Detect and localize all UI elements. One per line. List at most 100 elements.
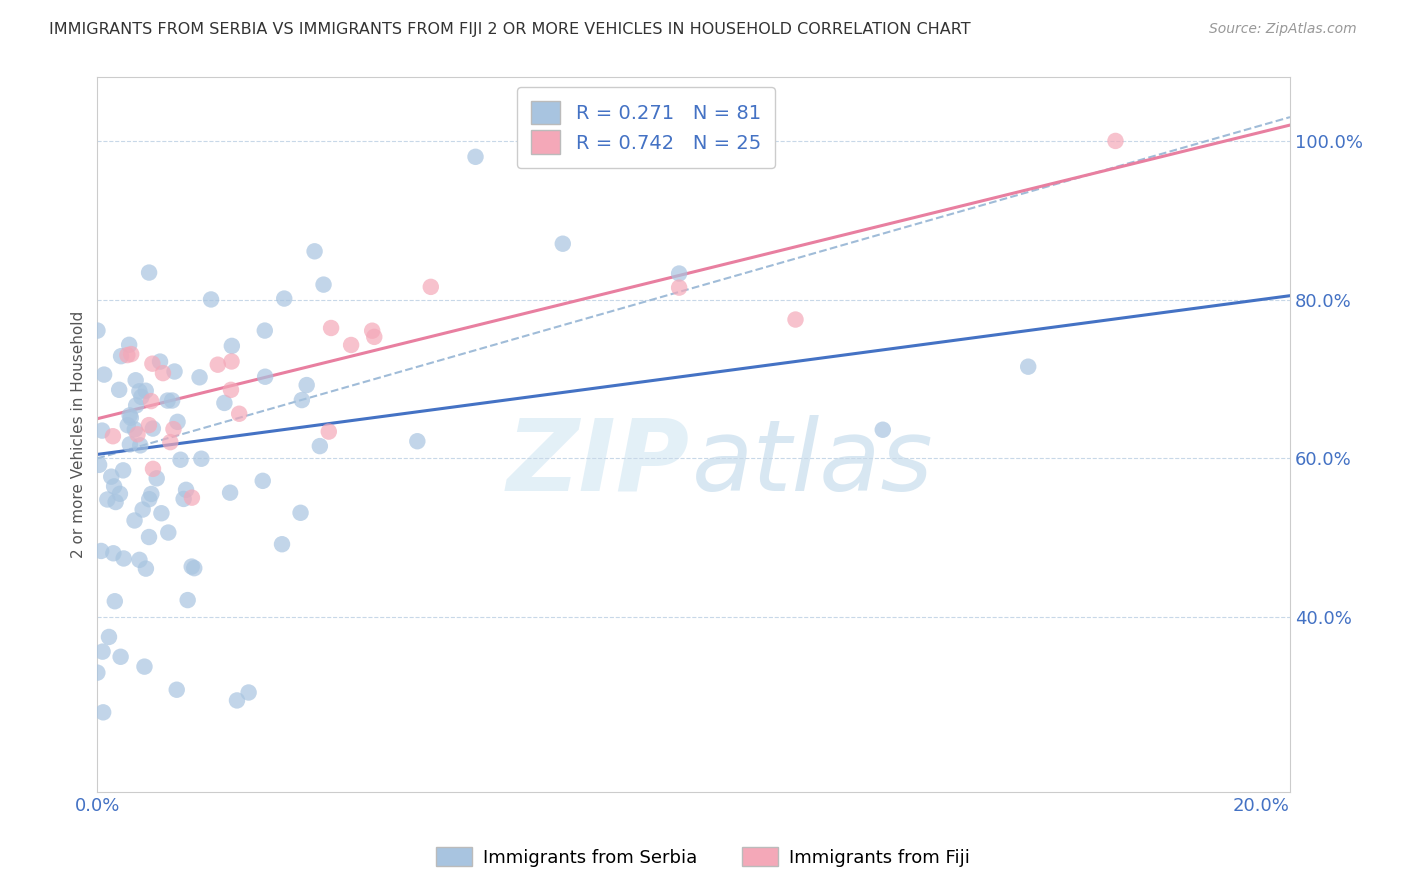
Point [361, 324, 384, 338]
Point [308, 439, 330, 453]
Point [87, 458, 110, 472]
Point [254, 369, 277, 384]
Point [138, 492, 160, 507]
Y-axis label: 2 or more Vehicles in Household: 2 or more Vehicles in Household [72, 311, 86, 558]
Point [108, 383, 131, 397]
Point [1017, 359, 1039, 374]
Point [127, 427, 149, 442]
Point [163, 364, 186, 378]
Point [1104, 134, 1126, 148]
Point [112, 463, 135, 477]
Point [118, 409, 141, 423]
Point [96, 492, 118, 507]
Point [108, 487, 131, 501]
Point [271, 537, 294, 551]
Point [668, 280, 690, 294]
Point [273, 292, 295, 306]
Point [207, 358, 229, 372]
Point [157, 525, 180, 540]
Point [86, 324, 108, 338]
Point [104, 594, 127, 608]
Point [200, 293, 222, 307]
Point [118, 338, 141, 352]
Point [110, 349, 132, 363]
Point [134, 659, 156, 673]
Point [135, 561, 157, 575]
Point [128, 553, 150, 567]
Point [138, 530, 160, 544]
Point [90, 544, 112, 558]
Point [319, 321, 342, 335]
Point [145, 471, 167, 485]
Point [110, 649, 132, 664]
Point [160, 393, 183, 408]
Point [173, 491, 195, 506]
Point [668, 267, 690, 281]
Point [117, 418, 139, 433]
Point [169, 452, 191, 467]
Point [176, 593, 198, 607]
Point [98, 630, 121, 644]
Point [120, 347, 142, 361]
Point [253, 324, 276, 338]
Point [135, 384, 157, 398]
Point [124, 422, 146, 436]
Point [141, 487, 163, 501]
Text: IMMIGRANTS FROM SERBIA VS IMMIGRANTS FROM FIJI 2 OR MORE VEHICLES IN HOUSEHOLD C: IMMIGRANTS FROM SERBIA VS IMMIGRANTS FRO… [49, 22, 970, 37]
Point [120, 410, 142, 425]
Point [406, 434, 429, 449]
Legend: Immigrants from Serbia, Immigrants from Fiji: Immigrants from Serbia, Immigrants from … [429, 840, 977, 874]
Point [93, 368, 115, 382]
Point [139, 394, 162, 409]
Point [312, 277, 335, 292]
Point [131, 502, 153, 516]
Point [152, 366, 174, 380]
Point [290, 506, 312, 520]
Point [156, 393, 179, 408]
Point [188, 370, 211, 384]
Point [86, 665, 108, 680]
Point [221, 354, 243, 368]
Point [91, 645, 114, 659]
Text: ZIP: ZIP [506, 415, 690, 512]
Point [162, 422, 184, 436]
Point [118, 437, 141, 451]
Point [340, 338, 363, 352]
Point [138, 418, 160, 433]
Point [291, 393, 314, 408]
Point [219, 383, 242, 397]
Point [318, 425, 340, 439]
Point [142, 462, 165, 476]
Point [124, 513, 146, 527]
Point [103, 546, 125, 560]
Point [228, 407, 250, 421]
Point [183, 561, 205, 575]
Point [180, 491, 202, 505]
Point [174, 483, 197, 497]
Point [103, 479, 125, 493]
Point [91, 706, 114, 720]
Point [150, 506, 173, 520]
Point [464, 150, 486, 164]
Point [295, 378, 318, 392]
Point [159, 435, 181, 450]
Point [252, 474, 274, 488]
Point [180, 559, 202, 574]
Point [112, 551, 135, 566]
Point [214, 396, 236, 410]
Point [872, 423, 894, 437]
Point [124, 373, 146, 387]
Point [91, 424, 114, 438]
Point [117, 348, 139, 362]
Point [221, 339, 243, 353]
Point [104, 495, 127, 509]
Point [142, 421, 165, 435]
Point [141, 357, 163, 371]
Point [226, 693, 249, 707]
Legend: R = 0.271   N = 81, R = 0.742   N = 25: R = 0.271 N = 81, R = 0.742 N = 25 [517, 87, 775, 168]
Point [551, 236, 574, 251]
Point [419, 280, 441, 294]
Point [128, 384, 150, 399]
Point [131, 390, 153, 404]
Point [100, 469, 122, 483]
